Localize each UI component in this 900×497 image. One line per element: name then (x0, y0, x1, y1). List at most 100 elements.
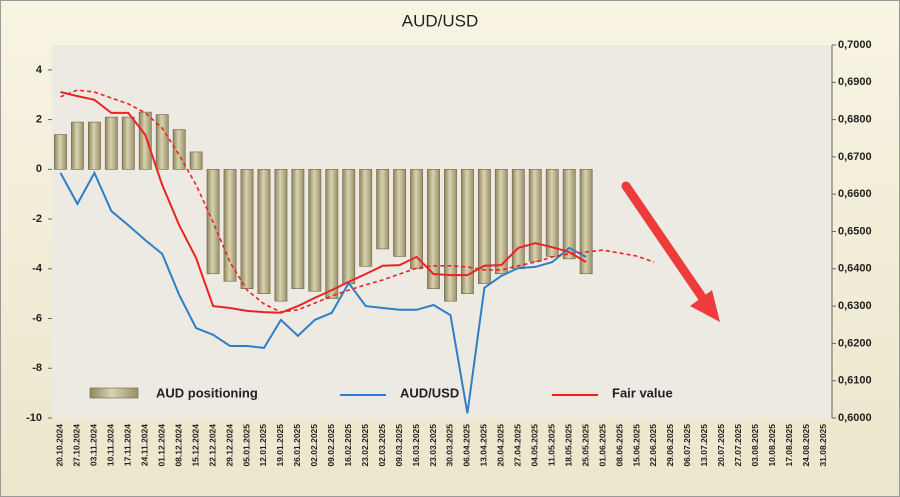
y-tick-label: -6 (32, 312, 42, 324)
y2-tick-label: 0,6900 (838, 76, 872, 88)
x-tick-label: 13.04.2025 (479, 424, 489, 467)
bar (189, 151, 203, 170)
y2-tick-label: 0,6000 (838, 412, 872, 424)
bar (325, 169, 339, 299)
x-tick-label: 06.07.2025 (682, 424, 692, 467)
x-tick-label: 20.10.2024 (55, 424, 65, 467)
x-tick-label: 09.03.2025 (394, 424, 404, 467)
bar (376, 169, 390, 250)
bar (121, 116, 135, 170)
bar (155, 114, 169, 170)
x-tick-label: 13.07.2025 (699, 424, 709, 467)
trend-arrow (621, 181, 720, 322)
x-tick-label: 12.01.2025 (258, 424, 268, 467)
bar (477, 169, 491, 285)
x-tick-label: 23.02.2025 (360, 424, 370, 467)
legend-swatch (89, 387, 139, 399)
x-tick-label: 17.11.2024 (123, 424, 133, 466)
bar (545, 169, 559, 257)
bar (54, 134, 67, 170)
y2-tick-label: 0,6700 (838, 151, 872, 163)
x-tick-label: 10.11.2024 (106, 424, 116, 466)
y2-tick-label: 0,6400 (838, 263, 872, 275)
x-tick-label: 23.03.2025 (428, 424, 438, 467)
y-tick-label: 0 (36, 163, 42, 175)
x-tick-label: 20.04.2025 (496, 424, 506, 467)
x-tick-label: 24.08.2025 (801, 424, 811, 467)
x-tick-label: 01.12.2024 (156, 424, 166, 467)
x-tick-label: 02.03.2025 (377, 424, 387, 467)
bar (104, 116, 118, 170)
x-tick-label: 20.07.2025 (716, 424, 726, 467)
bar (291, 169, 305, 289)
x-tick-label: 30.03.2025 (445, 424, 455, 467)
x-tick-label: 27.04.2025 (513, 424, 523, 467)
x-tick-label: 05.01.2025 (241, 424, 251, 467)
x-tick-label: 31.08.2025 (818, 424, 828, 467)
bar (444, 169, 457, 302)
x-tick-label: 16.03.2025 (411, 424, 421, 467)
x-tick-label: 27.10.2024 (72, 424, 82, 467)
bar (240, 169, 254, 289)
bar (257, 169, 271, 294)
bar (138, 111, 152, 170)
x-tick-label: 08.12.2024 (173, 424, 183, 467)
chart-title: AUD/USD (402, 11, 479, 30)
bar (579, 169, 593, 275)
line (59, 170, 587, 414)
x-tick-label: 22.06.2025 (648, 424, 658, 467)
bar (87, 121, 101, 170)
y2-tick-label: 0,6100 (838, 375, 872, 387)
x-tick-label: 25.05.2025 (580, 424, 590, 467)
y-tick-label: 2 (36, 114, 42, 126)
y-tick-label: 4 (36, 64, 43, 76)
x-tick-label: 17.08.2025 (784, 424, 794, 467)
bar (562, 169, 576, 260)
y-tick-label: -2 (32, 213, 42, 225)
y2-tick-label: 0,6300 (838, 300, 872, 312)
x-tick-label: 15.12.2024 (190, 424, 200, 467)
bar (274, 169, 288, 302)
x-tick-label: 19.01.2025 (275, 424, 285, 467)
legend-label: AUD positioning (156, 385, 258, 400)
line (60, 91, 587, 314)
x-tick-label: 04.05.2025 (530, 424, 540, 467)
x-tick-label: 16.02.2025 (343, 424, 353, 467)
legend-label: Fair value (612, 385, 673, 400)
legend-label: AUD/USD (400, 385, 459, 400)
y-tick-label: -8 (32, 362, 42, 374)
bar (342, 169, 356, 285)
bar (427, 169, 440, 289)
bar (71, 121, 84, 170)
x-tick-label: 01.06.2025 (597, 424, 607, 467)
x-tick-label: 15.06.2025 (631, 424, 641, 467)
bar (461, 169, 474, 294)
x-tick-label: 26.01.2025 (292, 424, 302, 467)
bar (511, 169, 525, 270)
x-tick-label: 29.06.2025 (665, 424, 675, 467)
y2-tick-label: 0,6600 (838, 188, 872, 200)
y2-tick-label: 0,7000 (838, 39, 872, 51)
bar (308, 169, 322, 292)
bar (393, 169, 407, 257)
plot-area (52, 45, 832, 418)
x-tick-label: 10.08.2025 (767, 424, 777, 467)
x-tick-label: 06.04.2025 (462, 424, 472, 467)
x-tick-label: 18.05.2025 (563, 424, 573, 467)
x-tick-label: 27.07.2025 (733, 424, 743, 467)
x-tick-label: 29.12.2024 (224, 424, 234, 467)
bar (528, 169, 542, 262)
x-tick-label: 08.06.2025 (614, 424, 624, 467)
y-tick-label: -4 (32, 263, 43, 275)
bar (494, 169, 508, 275)
y-tick-label: -10 (26, 412, 42, 424)
bar (359, 169, 373, 267)
y2-tick-label: 0,6500 (838, 225, 872, 237)
x-tick-label: 09.02.2025 (326, 424, 336, 467)
x-tick-label: 24.11.2024 (140, 424, 150, 466)
x-tick-label: 11.05.2025 (546, 424, 556, 466)
x-tick-label: 03.08.2025 (750, 424, 760, 467)
y2-tick-label: 0,6200 (838, 337, 872, 349)
x-tick-label: 22.12.2024 (207, 424, 217, 467)
